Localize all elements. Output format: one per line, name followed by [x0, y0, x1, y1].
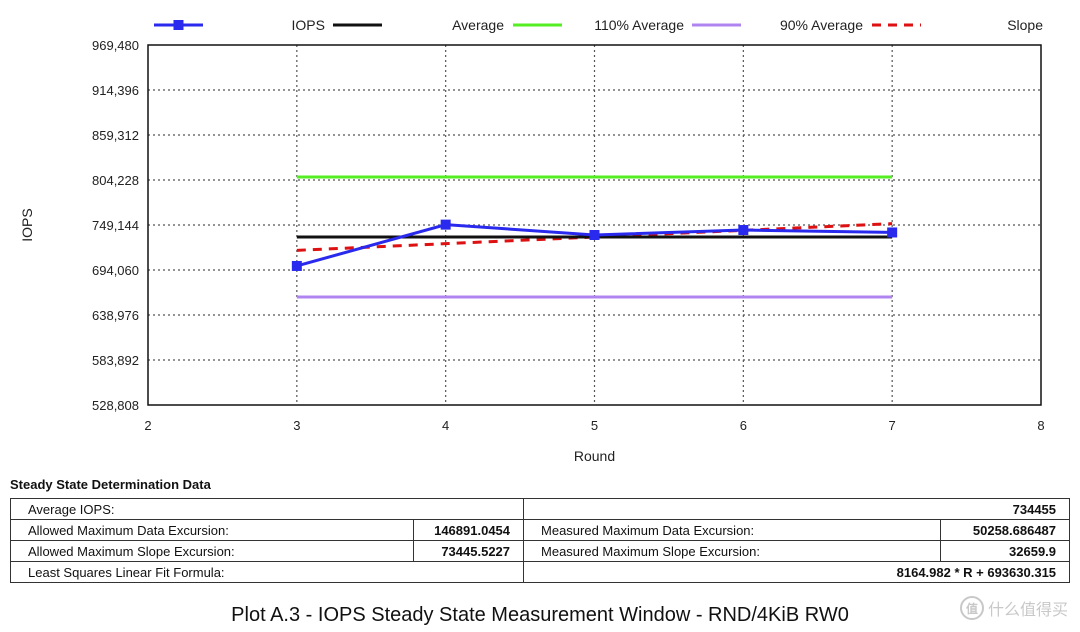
allowed-data-excursion-value: 146891.0454 [412, 519, 525, 541]
fit-formula-value: 8164.982 * R + 693630.315 [523, 561, 1071, 583]
y-tick-label: 804,228 [92, 173, 139, 188]
legend-label: 90% Average [780, 17, 863, 33]
iops-chart: 528,808 583,892 638,976 694,060 749,144 804,2… [19, 17, 1045, 464]
iops-data-point [738, 225, 749, 236]
iops-data-point [440, 219, 451, 230]
measured-slope-excursion-value: 32659.9 [940, 540, 1071, 562]
steady-state-table: Average IOPS: 734455 Allowed Maximum Dat… [9, 498, 1071, 583]
y-tick-label: 749,144 [92, 218, 139, 233]
allowed-slope-excursion-value: 73445.5227 [412, 540, 525, 562]
plot-caption: Plot A.3 - IOPS Steady State Measurement… [231, 604, 849, 626]
table-row: Average IOPS: 734455 [9, 498, 1071, 520]
x-tick-label: 6 [740, 418, 747, 433]
series-line-slope [296, 222, 893, 252]
watermark: 值 什么值得买 [959, 596, 1068, 620]
watermark-logo-icon: 值 [959, 596, 984, 620]
legend-label: 110% Average [594, 17, 684, 33]
y-tick-label: 638,976 [92, 308, 139, 323]
x-axis-label: Round [574, 448, 615, 464]
y-tick-label: 914,396 [92, 83, 139, 98]
table-row: Allowed Maximum Slope Excursion: 73445.5… [10, 540, 1071, 562]
x-tick-label: 4 [442, 418, 449, 433]
iops-data-point [291, 260, 302, 271]
table-row: Least Squares Linear Fit Formula: 8164.9… [9, 561, 1071, 583]
y-tick-label: 583,892 [92, 353, 139, 368]
legend-label: Average [452, 17, 504, 33]
iops-data-point [589, 230, 600, 241]
measured-slope-excursion-label: Measured Maximum Slope Excursion: [523, 540, 942, 562]
allowed-slope-excursion-label: Allowed Maximum Slope Excursion: [10, 540, 414, 562]
y-tick-label: 969,480 [92, 38, 139, 53]
measured-data-excursion-value: 50258.686487 [940, 519, 1071, 541]
legend-label: Slope [1007, 17, 1043, 33]
average-iops-label: Average IOPS: [9, 498, 525, 520]
x-tick-label: 7 [889, 418, 896, 433]
watermark-text: 什么值得买 [987, 602, 1068, 619]
x-tick-label: 5 [591, 418, 598, 433]
y-tick-label: 859,312 [92, 128, 139, 143]
table-row: Allowed Maximum Data Excursion: 146891.0… [10, 519, 1071, 541]
x-tick-label: 8 [1037, 418, 1044, 433]
steady-state-title: Steady State Determination Data [10, 477, 211, 492]
legend-label: IOPS [292, 17, 325, 33]
legend-marker [173, 20, 184, 30]
average-iops-value: 734455 [523, 498, 1071, 520]
measured-data-excursion-label: Measured Maximum Data Excursion: [523, 519, 942, 541]
y-tick-label: 694,060 [92, 263, 139, 278]
y-axis-label: IOPS [19, 208, 35, 241]
x-tick-label: 3 [293, 418, 300, 433]
y-tick-label: 528,808 [92, 398, 139, 413]
iops-data-point [887, 227, 898, 238]
plot-frame [147, 44, 1042, 406]
x-tick-label: 2 [144, 418, 151, 433]
fit-formula-label: Least Squares Linear Fit Formula: [9, 561, 525, 583]
allowed-data-excursion-label: Allowed Maximum Data Excursion: [10, 519, 414, 541]
